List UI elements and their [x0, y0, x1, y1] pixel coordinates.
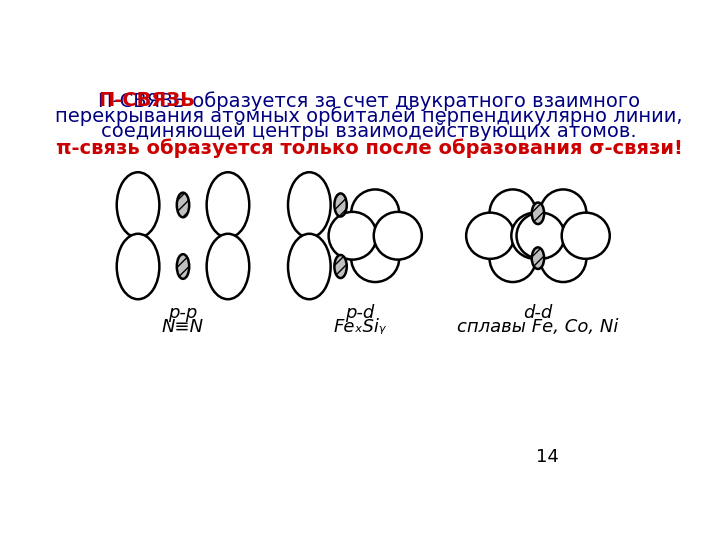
- Ellipse shape: [288, 234, 330, 299]
- Ellipse shape: [288, 172, 330, 238]
- Ellipse shape: [177, 254, 189, 279]
- Ellipse shape: [516, 213, 564, 259]
- Ellipse shape: [511, 213, 559, 259]
- Ellipse shape: [328, 212, 377, 260]
- Text: p-p: p-p: [168, 303, 197, 322]
- Ellipse shape: [207, 234, 249, 299]
- Ellipse shape: [490, 234, 536, 282]
- Ellipse shape: [117, 172, 159, 238]
- Text: FeₓSiᵧ: FeₓSiᵧ: [333, 318, 386, 335]
- Ellipse shape: [562, 213, 610, 259]
- Text: соединяющей центры взаимодействующих атомов.: соединяющей центры взаимодействующих ато…: [102, 122, 636, 141]
- Ellipse shape: [540, 234, 586, 282]
- Text: сплавы Fe, Co, Ni: сплавы Fe, Co, Ni: [457, 318, 618, 335]
- Ellipse shape: [334, 255, 347, 278]
- Ellipse shape: [334, 193, 347, 217]
- Text: p-d: p-d: [345, 303, 374, 322]
- Ellipse shape: [532, 247, 544, 269]
- Text: перекрывания атомных орбиталей перпендикулярно линии,: перекрывания атомных орбиталей перпендик…: [55, 106, 683, 126]
- Text: 14: 14: [536, 449, 559, 467]
- Ellipse shape: [207, 172, 249, 238]
- Text: d-d: d-d: [523, 303, 552, 322]
- Ellipse shape: [117, 234, 159, 299]
- Text: Π-СВЯЗЬ: Π-СВЯЗЬ: [98, 91, 195, 111]
- Text: Π-СВЯЗЬ образуется за счет двукратного взаимного: Π-СВЯЗЬ образуется за счет двукратного в…: [98, 91, 640, 111]
- Text: N≡N: N≡N: [162, 318, 204, 335]
- Ellipse shape: [466, 213, 514, 259]
- Ellipse shape: [351, 234, 399, 282]
- Ellipse shape: [540, 190, 586, 237]
- Ellipse shape: [532, 202, 544, 224]
- Text: π-связь образуется только после образования σ-связи!: π-связь образуется только после образова…: [55, 138, 683, 158]
- Ellipse shape: [374, 212, 422, 260]
- Ellipse shape: [490, 190, 536, 237]
- Ellipse shape: [177, 193, 189, 217]
- Ellipse shape: [351, 190, 399, 237]
